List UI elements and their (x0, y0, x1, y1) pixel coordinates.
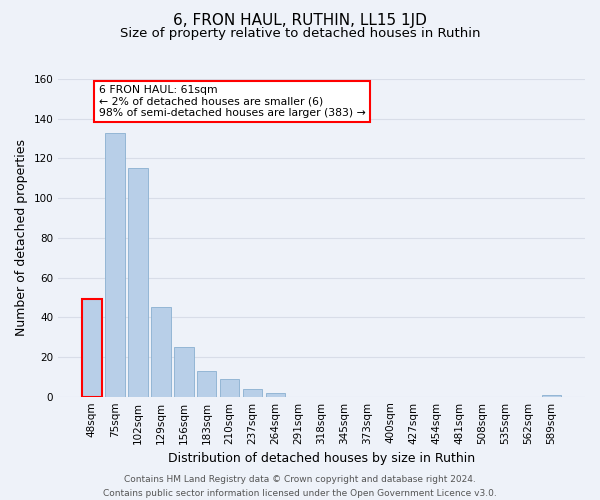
Bar (151, 308, 170, 396)
Bar (128, 168, 148, 396)
Bar (266, 392, 286, 396)
Text: Contains HM Land Registry data © Crown copyright and database right 2024.
Contai: Contains HM Land Registry data © Crown c… (103, 476, 497, 498)
Y-axis label: Number of detached properties: Number of detached properties (15, 140, 28, 336)
Bar (243, 388, 262, 396)
Bar (197, 371, 217, 396)
Text: Size of property relative to detached houses in Ruthin: Size of property relative to detached ho… (120, 28, 480, 40)
Bar (542, 394, 561, 396)
Bar (82, 300, 101, 396)
Text: 6 FRON HAUL: 61sqm
← 2% of detached houses are smaller (6)
98% of semi-detached : 6 FRON HAUL: 61sqm ← 2% of detached hous… (99, 85, 365, 118)
X-axis label: Distribution of detached houses by size in Ruthin: Distribution of detached houses by size … (168, 452, 475, 465)
Bar (220, 379, 239, 396)
Bar (105, 132, 125, 396)
Bar (174, 347, 194, 397)
Text: 6, FRON HAUL, RUTHIN, LL15 1JD: 6, FRON HAUL, RUTHIN, LL15 1JD (173, 12, 427, 28)
